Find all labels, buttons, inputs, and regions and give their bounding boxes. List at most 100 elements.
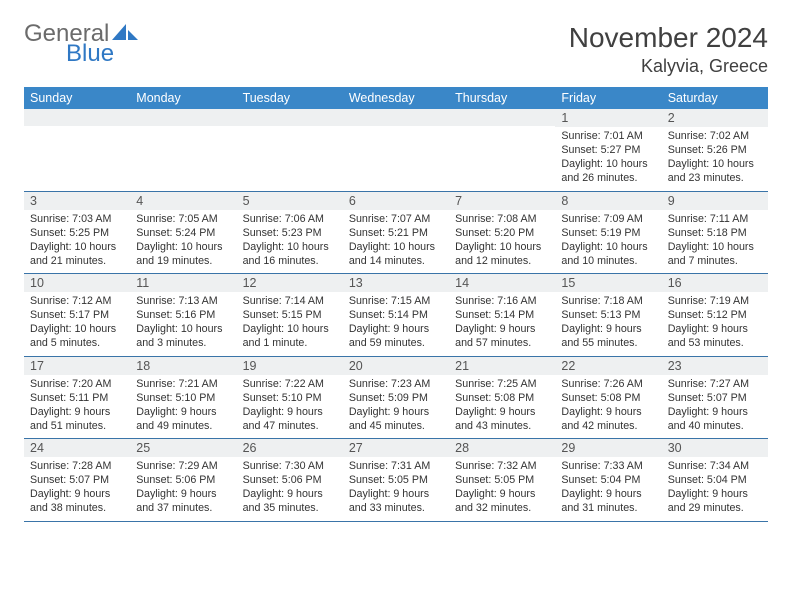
day-number: 4 xyxy=(130,192,236,210)
daylight-text: Daylight: 10 hours and 10 minutes. xyxy=(561,240,655,268)
daylight-text: Daylight: 9 hours and 32 minutes. xyxy=(455,487,549,515)
calendar-day-cell: 10Sunrise: 7:12 AMSunset: 5:17 PMDayligh… xyxy=(24,274,130,357)
day-number: 17 xyxy=(24,357,130,375)
calendar-day-cell: 8 Sunrise: 7:09 AMSunset: 5:19 PMDaylight… xyxy=(555,191,661,274)
calendar-day-cell: 24 Sunrise: 7:28 AMSunset: 5:07 PMDayligh… xyxy=(24,439,130,522)
calendar-day-cell: 5 Sunrise: 7:06 AMSunset: 5:23 PMDaylight… xyxy=(237,191,343,274)
day-info: Sunrise: 7:29 AMSunset: 5:06 PMDaylight:… xyxy=(136,459,230,516)
day-number: 11 xyxy=(130,274,236,292)
day-info: Sunrise: 7:08 AMSunset: 5:20 PMDaylight:… xyxy=(455,212,549,269)
weekday-header-row: Sunday Monday Tuesday Wednesday Thursday… xyxy=(24,87,768,109)
day-info: Sunrise: 7:09 AMSunset: 5:19 PMDaylight:… xyxy=(561,212,655,269)
calendar-day-cell: 7 Sunrise: 7:08 AMSunset: 5:20 PMDaylight… xyxy=(449,191,555,274)
calendar-day-cell: 12Sunrise: 7:14 AMSunset: 5:15 PMDayligh… xyxy=(237,274,343,357)
sunrise-text: Sunrise: 7:15 AM xyxy=(349,294,443,308)
day-info: Sunrise: 7:31 AMSunset: 5:05 PMDaylight:… xyxy=(349,459,443,516)
daylight-text: Daylight: 10 hours and 5 minutes. xyxy=(30,322,124,350)
day-info: Sunrise: 7:15 AMSunset: 5:14 PMDaylight:… xyxy=(349,294,443,351)
weekday-header: Tuesday xyxy=(237,87,343,109)
calendar-day-cell: 28Sunrise: 7:32 AMSunset: 5:05 PMDayligh… xyxy=(449,439,555,522)
day-info: Sunrise: 7:13 AMSunset: 5:16 PMDaylight:… xyxy=(136,294,230,351)
day-info: Sunrise: 7:03 AMSunset: 5:25 PMDaylight:… xyxy=(30,212,124,269)
day-number: 29 xyxy=(555,439,661,457)
daylight-text: Daylight: 9 hours and 47 minutes. xyxy=(243,405,337,433)
sunset-text: Sunset: 5:20 PM xyxy=(455,226,549,240)
day-info: Sunrise: 7:16 AMSunset: 5:14 PMDaylight:… xyxy=(455,294,549,351)
day-number xyxy=(130,109,236,126)
day-number: 26 xyxy=(237,439,343,457)
calendar-day-cell xyxy=(237,109,343,191)
sunset-text: Sunset: 5:25 PM xyxy=(30,226,124,240)
calendar-day-cell xyxy=(130,109,236,191)
day-info: Sunrise: 7:28 AMSunset: 5:07 PMDaylight:… xyxy=(30,459,124,516)
sunset-text: Sunset: 5:19 PM xyxy=(561,226,655,240)
sunset-text: Sunset: 5:04 PM xyxy=(668,473,762,487)
calendar-day-cell: 3 Sunrise: 7:03 AMSunset: 5:25 PMDaylight… xyxy=(24,191,130,274)
sunset-text: Sunset: 5:13 PM xyxy=(561,308,655,322)
calendar-day-cell: 14 Sunrise: 7:16 AMSunset: 5:14 PMDayligh… xyxy=(449,274,555,357)
sunrise-text: Sunrise: 7:31 AM xyxy=(349,459,443,473)
weekday-header: Friday xyxy=(555,87,661,109)
sunrise-text: Sunrise: 7:16 AM xyxy=(455,294,549,308)
calendar-day-cell: 2Sunrise: 7:02 AMSunset: 5:26 PMDaylight… xyxy=(662,109,768,191)
day-number xyxy=(449,109,555,126)
day-info: Sunrise: 7:30 AMSunset: 5:06 PMDaylight:… xyxy=(243,459,337,516)
sunrise-text: Sunrise: 7:25 AM xyxy=(455,377,549,391)
day-number: 3 xyxy=(24,192,130,210)
day-info: Sunrise: 7:25 AMSunset: 5:08 PMDaylight:… xyxy=(455,377,549,434)
day-number: 14 xyxy=(449,274,555,292)
daylight-text: Daylight: 9 hours and 53 minutes. xyxy=(668,322,762,350)
day-number: 2 xyxy=(662,109,768,127)
calendar-day-cell xyxy=(24,109,130,191)
sunrise-text: Sunrise: 7:06 AM xyxy=(243,212,337,226)
sunset-text: Sunset: 5:27 PM xyxy=(561,143,655,157)
sunrise-text: Sunrise: 7:12 AM xyxy=(30,294,124,308)
day-number: 24 xyxy=(24,439,130,457)
day-number: 27 xyxy=(343,439,449,457)
day-info: Sunrise: 7:06 AMSunset: 5:23 PMDaylight:… xyxy=(243,212,337,269)
day-number: 13 xyxy=(343,274,449,292)
day-info: Sunrise: 7:19 AMSunset: 5:12 PMDaylight:… xyxy=(668,294,762,351)
sunset-text: Sunset: 5:12 PM xyxy=(668,308,762,322)
calendar-day-cell: 23Sunrise: 7:27 AMSunset: 5:07 PMDayligh… xyxy=(662,356,768,439)
day-number: 8 xyxy=(555,192,661,210)
weekday-header: Saturday xyxy=(662,87,768,109)
calendar-day-cell xyxy=(449,109,555,191)
day-number xyxy=(237,109,343,126)
day-number xyxy=(343,109,449,126)
day-info: Sunrise: 7:01 AMSunset: 5:27 PMDaylight:… xyxy=(561,129,655,186)
calendar-day-cell: 16Sunrise: 7:19 AMSunset: 5:12 PMDayligh… xyxy=(662,274,768,357)
sunset-text: Sunset: 5:17 PM xyxy=(30,308,124,322)
daylight-text: Daylight: 9 hours and 37 minutes. xyxy=(136,487,230,515)
calendar-week-row: 24 Sunrise: 7:28 AMSunset: 5:07 PMDayligh… xyxy=(24,439,768,522)
calendar-day-cell: 29Sunrise: 7:33 AMSunset: 5:04 PMDayligh… xyxy=(555,439,661,522)
sunset-text: Sunset: 5:26 PM xyxy=(668,143,762,157)
location-label: Kalyvia, Greece xyxy=(569,56,768,77)
sunset-text: Sunset: 5:05 PM xyxy=(349,473,443,487)
sunset-text: Sunset: 5:06 PM xyxy=(243,473,337,487)
day-info: Sunrise: 7:07 AMSunset: 5:21 PMDaylight:… xyxy=(349,212,443,269)
sunrise-text: Sunrise: 7:09 AM xyxy=(561,212,655,226)
day-info: Sunrise: 7:18 AMSunset: 5:13 PMDaylight:… xyxy=(561,294,655,351)
sunrise-text: Sunrise: 7:20 AM xyxy=(30,377,124,391)
daylight-text: Daylight: 10 hours and 12 minutes. xyxy=(455,240,549,268)
calendar-day-cell: 30Sunrise: 7:34 AMSunset: 5:04 PMDayligh… xyxy=(662,439,768,522)
sunset-text: Sunset: 5:09 PM xyxy=(349,391,443,405)
sunset-text: Sunset: 5:10 PM xyxy=(136,391,230,405)
calendar-day-cell: 15Sunrise: 7:18 AMSunset: 5:13 PMDayligh… xyxy=(555,274,661,357)
daylight-text: Daylight: 10 hours and 1 minute. xyxy=(243,322,337,350)
daylight-text: Daylight: 9 hours and 49 minutes. xyxy=(136,405,230,433)
calendar-week-row: 3 Sunrise: 7:03 AMSunset: 5:25 PMDaylight… xyxy=(24,191,768,274)
daylight-text: Daylight: 9 hours and 42 minutes. xyxy=(561,405,655,433)
sunset-text: Sunset: 5:11 PM xyxy=(30,391,124,405)
sunrise-text: Sunrise: 7:19 AM xyxy=(668,294,762,308)
sunrise-text: Sunrise: 7:30 AM xyxy=(243,459,337,473)
calendar-day-cell: 20Sunrise: 7:23 AMSunset: 5:09 PMDayligh… xyxy=(343,356,449,439)
sunrise-text: Sunrise: 7:02 AM xyxy=(668,129,762,143)
day-number: 7 xyxy=(449,192,555,210)
sunrise-text: Sunrise: 7:07 AM xyxy=(349,212,443,226)
day-number: 5 xyxy=(237,192,343,210)
calendar-day-cell: 27 Sunrise: 7:31 AMSunset: 5:05 PMDayligh… xyxy=(343,439,449,522)
sunset-text: Sunset: 5:08 PM xyxy=(561,391,655,405)
daylight-text: Daylight: 10 hours and 26 minutes. xyxy=(561,157,655,185)
